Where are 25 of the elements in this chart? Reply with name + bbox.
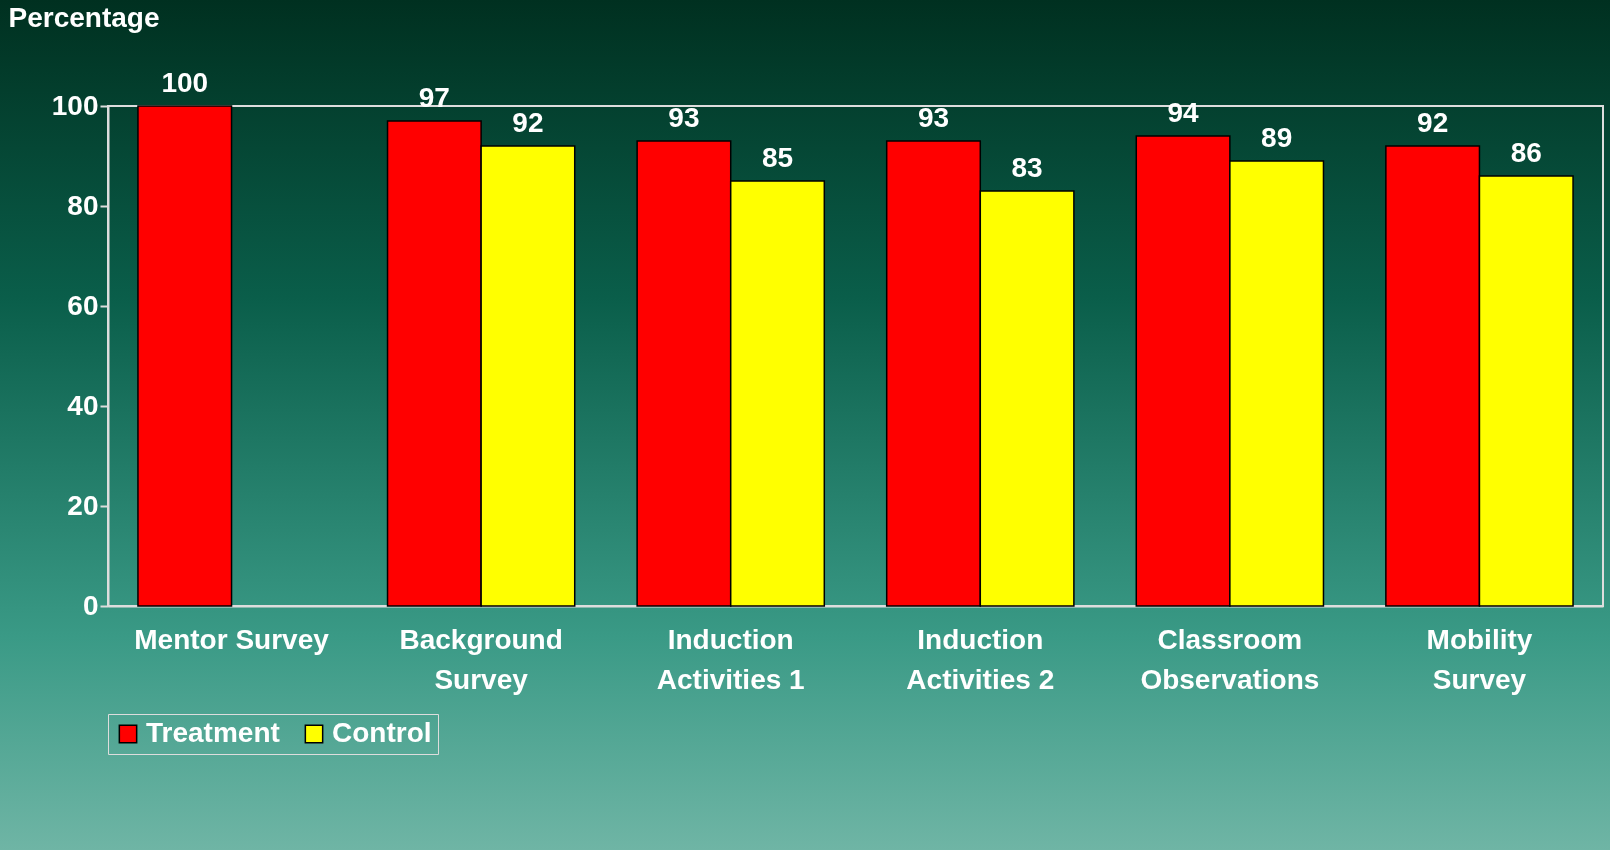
- data-label: 83: [1011, 152, 1043, 183]
- x-tick-label: Background Survey: [399, 623, 563, 695]
- y-axis-title: Percentage: [8, 1, 160, 33]
- bar: [137, 105, 233, 607]
- data-label: 93: [668, 102, 700, 133]
- legend-label: Treatment: [146, 717, 280, 748]
- data-label: 92: [1417, 107, 1449, 138]
- data-label: 89: [1261, 122, 1293, 153]
- data-label: 100: [161, 67, 209, 98]
- y-tick-label: 40: [67, 389, 99, 421]
- x-tick-label: Classroom Observations: [1140, 623, 1320, 695]
- data-label: 86: [1510, 137, 1542, 168]
- y-tick-label: 80: [67, 189, 99, 221]
- y-tick-label: 0: [82, 589, 99, 621]
- x-tick-label: Induction Activities 1: [656, 623, 805, 695]
- y-tick-label: 20: [67, 489, 99, 521]
- data-label: 85: [761, 142, 794, 173]
- legend-label: Control: [332, 717, 432, 748]
- y-tick-label: 100: [51, 89, 99, 121]
- y-tick-label: 60: [67, 289, 99, 321]
- x-tick-label: Mentor Survey: [134, 623, 330, 655]
- data-label: 92: [512, 107, 544, 138]
- data-label: 93: [917, 102, 950, 133]
- x-tick-label: Mobility Survey: [1426, 623, 1533, 695]
- x-tick-label: Induction Activities 2: [906, 623, 1055, 695]
